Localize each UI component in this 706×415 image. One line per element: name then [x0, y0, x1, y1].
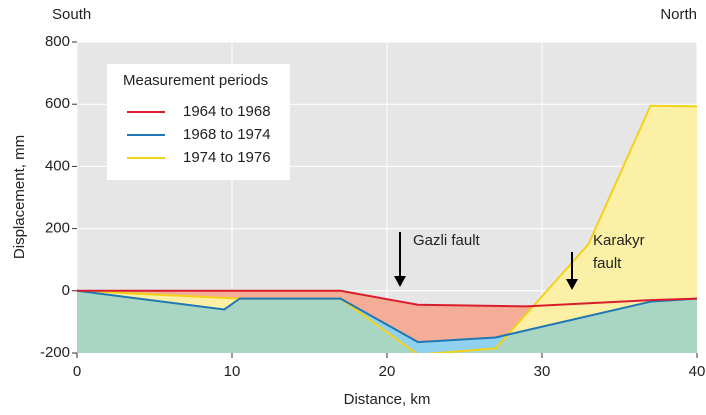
- arrow-head: [394, 276, 406, 287]
- legend-label: 1968 to 1974: [183, 126, 271, 143]
- legend-box: [107, 64, 290, 180]
- area: [77, 290, 697, 353]
- legend-title: Measurement periods: [123, 72, 268, 89]
- y-tick-label: 0: [62, 282, 70, 299]
- x-axis-label: Distance, km: [344, 391, 431, 408]
- arrow-head: [566, 279, 578, 290]
- series-line: [77, 289, 697, 344]
- north-label: North: [660, 6, 697, 23]
- y-axis-label: Displacement, mm: [11, 135, 28, 259]
- x-tick-label: 20: [379, 363, 396, 380]
- x-tick-label: 30: [534, 363, 551, 380]
- south-label: South: [52, 6, 91, 23]
- y-tick-label: 800: [45, 33, 70, 50]
- annotation: Gazli fault: [413, 232, 481, 249]
- y-tick-label: 600: [45, 95, 70, 112]
- annotation: fault: [593, 255, 622, 272]
- series-line: [77, 289, 697, 308]
- annotation: Karakyr: [593, 232, 645, 249]
- legend-label: 1964 to 1968: [183, 103, 271, 120]
- x-tick-label: 0: [73, 363, 81, 380]
- legend-label: 1974 to 1976: [183, 149, 271, 166]
- y-tick-label: 400: [45, 157, 70, 174]
- y-tick-label: 200: [45, 220, 70, 237]
- y-tick-label: -200: [40, 344, 70, 361]
- x-tick-label: 10: [224, 363, 241, 380]
- x-tick-label: 40: [689, 363, 706, 380]
